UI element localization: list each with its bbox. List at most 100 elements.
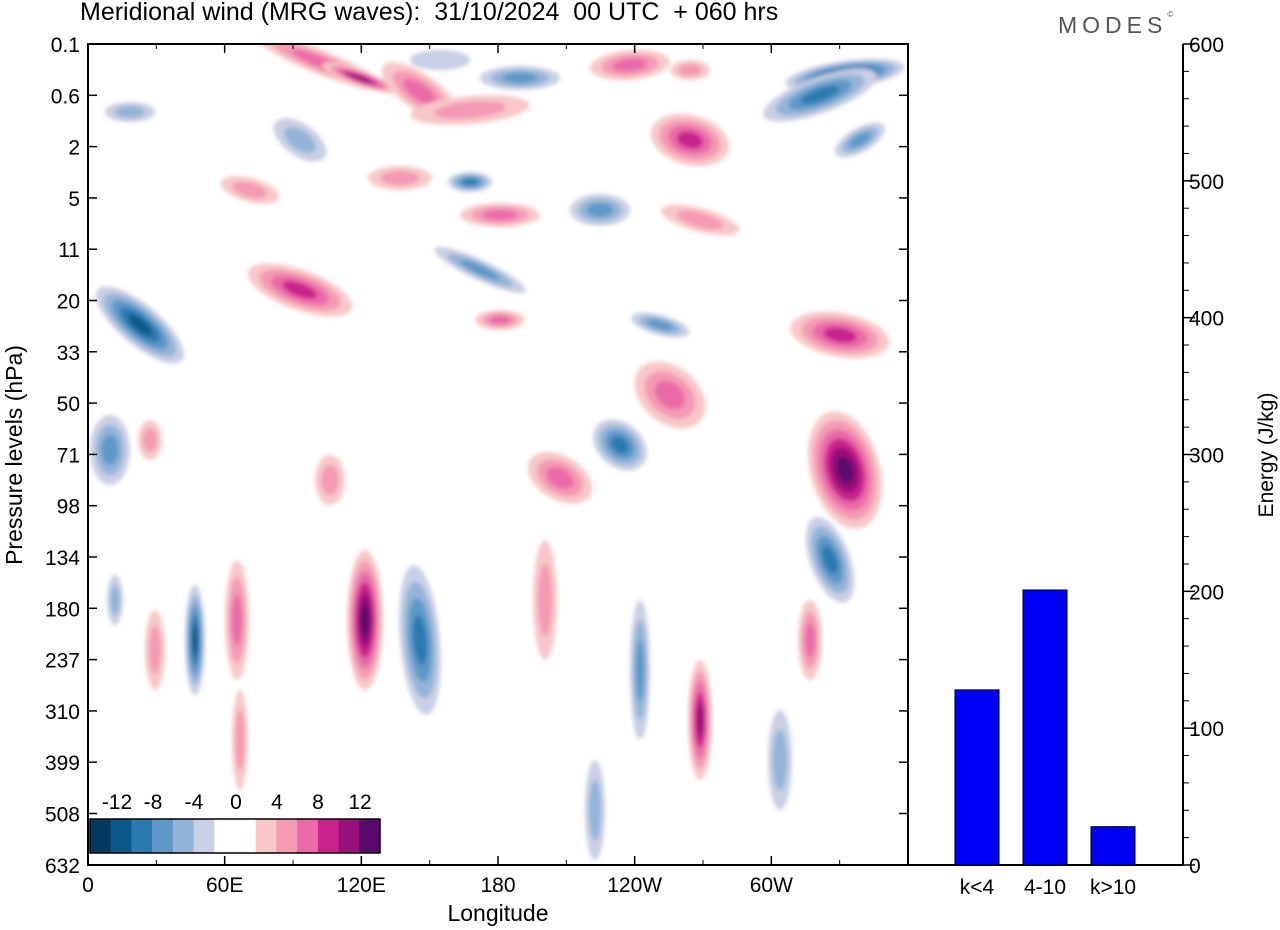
contour-band <box>110 585 120 615</box>
x-axis-label: Longitude <box>447 900 548 926</box>
y-tick-label: 180 <box>45 598 80 621</box>
y-tick-label: 0.6 <box>51 85 80 108</box>
y-tick-label: 2 <box>68 137 80 160</box>
contour-field <box>90 44 905 860</box>
contour-band <box>678 64 702 76</box>
contour-band <box>821 545 839 575</box>
colorbar-label: 4 <box>271 791 283 814</box>
y-tick-label: 5 <box>68 188 80 211</box>
colorbar-cell <box>214 819 236 853</box>
contour-band <box>676 210 724 230</box>
colorbar-frame <box>89 818 381 854</box>
colorbar-label: 8 <box>312 791 324 814</box>
x-tick-label: 120W <box>607 874 662 897</box>
contour-band <box>460 260 500 280</box>
colorbar-cell <box>172 819 195 853</box>
colorbar-label: 12 <box>348 791 371 814</box>
colorbar-cell <box>193 819 215 853</box>
y-axis-label: Pressure levels (hPa) <box>1 345 27 565</box>
colorbar-cell <box>255 819 277 853</box>
y-tick-label: 237 <box>45 650 80 673</box>
contour-band <box>231 594 243 646</box>
colorbar-cell <box>110 819 132 853</box>
contour-band <box>804 622 816 658</box>
x-tick-label: 180 <box>480 874 515 897</box>
contour-band <box>412 615 428 665</box>
energy-axis-label: Energy (J/kg) <box>1255 393 1278 518</box>
colorbar-cell <box>359 819 381 853</box>
contour-band <box>537 564 553 636</box>
heatmap-plot: -12 -8 -4 0 4 8 12 0.1 0.6 2 5 11 20 33 50 71 98 134 180 23… <box>1 34 909 926</box>
y-tick-label: 399 <box>45 752 80 775</box>
contour-band <box>482 209 518 221</box>
x-tick-label: 60E <box>206 874 243 897</box>
contour-band <box>502 72 538 84</box>
contour-band <box>612 58 648 72</box>
contour-band <box>192 625 198 655</box>
contour-band <box>142 428 158 452</box>
y-tick-label: 0.1 <box>51 34 80 57</box>
colorbar: -12 -8 -4 0 4 8 12 <box>89 791 381 854</box>
y-tick-label: 20 <box>57 291 80 314</box>
y-tick-label: 33 <box>57 342 80 365</box>
contour-band <box>546 466 574 490</box>
contour-band <box>611 436 629 454</box>
contour-band <box>676 131 704 149</box>
brand-logo: MODES© <box>1058 10 1174 38</box>
contour-band <box>801 86 839 104</box>
y-tick-label: 310 <box>45 701 80 724</box>
colorbar-label: -12 <box>102 791 132 814</box>
contour-band <box>836 456 854 484</box>
y-tick-label: 508 <box>45 804 80 827</box>
contour-band <box>647 319 673 331</box>
contour-band <box>403 79 437 105</box>
colorbar-cell <box>131 819 153 853</box>
energy-tick-label: 0 <box>1189 855 1201 878</box>
energy-tick-label: 500 <box>1189 171 1224 194</box>
colorbar-label: -4 <box>185 791 204 814</box>
y-tick-label: 632 <box>45 855 80 878</box>
contour-band <box>489 315 511 325</box>
contour-band <box>849 132 871 148</box>
y-tick-label: 50 <box>57 393 80 416</box>
contour-band <box>127 314 153 336</box>
contour-band <box>462 178 478 186</box>
contour-band <box>235 710 245 770</box>
contour-band <box>360 603 370 637</box>
colorbar-cell <box>235 819 257 853</box>
energy-bar <box>954 689 1000 866</box>
colorbar-cell <box>90 819 112 853</box>
x-tick-label: 60W <box>750 874 793 897</box>
contour-band <box>115 106 145 118</box>
colorbar-cell <box>317 819 340 853</box>
colorbar-cell <box>276 819 298 853</box>
contour-band <box>772 730 788 790</box>
contour-band <box>232 181 268 199</box>
y-tick-label: 98 <box>57 496 80 519</box>
contour-band <box>587 203 613 217</box>
contour-band <box>589 780 601 840</box>
contour-band <box>654 380 686 410</box>
colorbar-label: -8 <box>144 791 163 814</box>
colorbar-cell <box>152 819 174 853</box>
colorbar-cell <box>338 819 360 853</box>
chart-title: Meridional wind (MRG waves): 31/10/2024 … <box>80 0 779 26</box>
contour-band <box>823 327 857 343</box>
colorbar-label: 0 <box>230 791 242 814</box>
contour-band <box>635 640 645 700</box>
energy-tick-label: 400 <box>1189 308 1224 331</box>
contour-band <box>380 170 420 186</box>
energy-bar <box>1090 826 1136 866</box>
contour-band <box>149 626 161 674</box>
contour-band <box>282 281 318 299</box>
x-tick-label: 120E <box>337 874 386 897</box>
energy-tick-label: 300 <box>1189 445 1224 468</box>
energy-bar-chart: k<4 4-10 k>10 0 100 200 300 400 500 600 Energy (J/… <box>908 34 1278 899</box>
energy-tick-label: 600 <box>1189 34 1224 57</box>
bar-category-label: k>10 <box>1090 876 1136 899</box>
contour-band <box>101 435 119 465</box>
contour-band <box>284 127 316 153</box>
contour-band <box>321 465 339 495</box>
colorbar-cell <box>297 819 319 853</box>
y-tick-label: 11 <box>58 239 80 262</box>
